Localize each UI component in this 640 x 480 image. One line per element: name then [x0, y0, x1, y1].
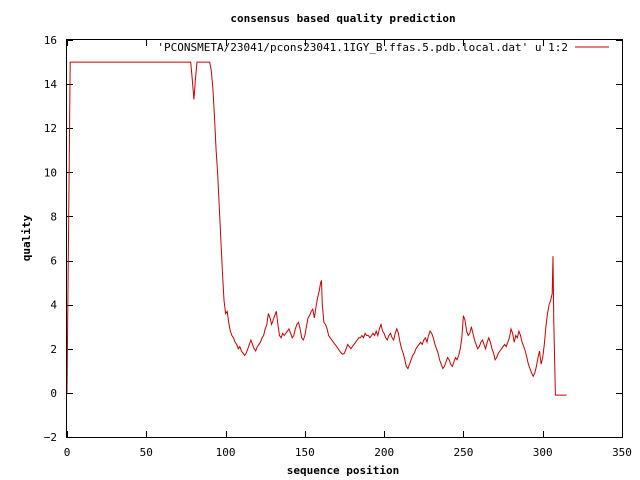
series-layer	[66, 61, 567, 396]
y-tick-label: −2	[44, 431, 57, 444]
y-tick-label: 6	[50, 255, 57, 268]
y-tick-label: 10	[44, 166, 57, 179]
chart-title: consensus based quality prediction	[230, 12, 455, 25]
y-tick-label: 4	[50, 299, 57, 312]
y-tick-label: 12	[44, 122, 57, 135]
x-axis-label: sequence position	[287, 464, 400, 477]
legend-label: 'PCONSMETA/23041/pcons23041.1IGY_B.ffas.…	[157, 41, 568, 54]
y-tick-label: 0	[50, 387, 57, 400]
x-tick-label: 350	[612, 446, 632, 459]
y-tick-label: 16	[44, 34, 57, 47]
y-tick-label: 8	[50, 210, 57, 223]
series-line	[66, 61, 567, 396]
x-tick-label: 0	[64, 446, 71, 459]
legend: 'PCONSMETA/23041/pcons23041.1IGY_B.ffas.…	[157, 41, 609, 54]
x-tick-label: 300	[533, 446, 553, 459]
y-tick-label: 2	[50, 343, 57, 356]
x-tick-label: 50	[140, 446, 153, 459]
y-tick-label: 14	[44, 78, 58, 91]
x-tick-label: 100	[216, 446, 236, 459]
x-tick-label: 250	[453, 446, 473, 459]
axis-ticks: 0 50 100 150 200 250 300 350 −2 0 2 4 6 8 10 12 14 16	[44, 34, 632, 459]
y-axis-label: quality	[20, 214, 33, 261]
plot-frame	[66, 39, 623, 438]
x-tick-label: 150	[295, 446, 315, 459]
x-tick-label: 200	[374, 446, 394, 459]
